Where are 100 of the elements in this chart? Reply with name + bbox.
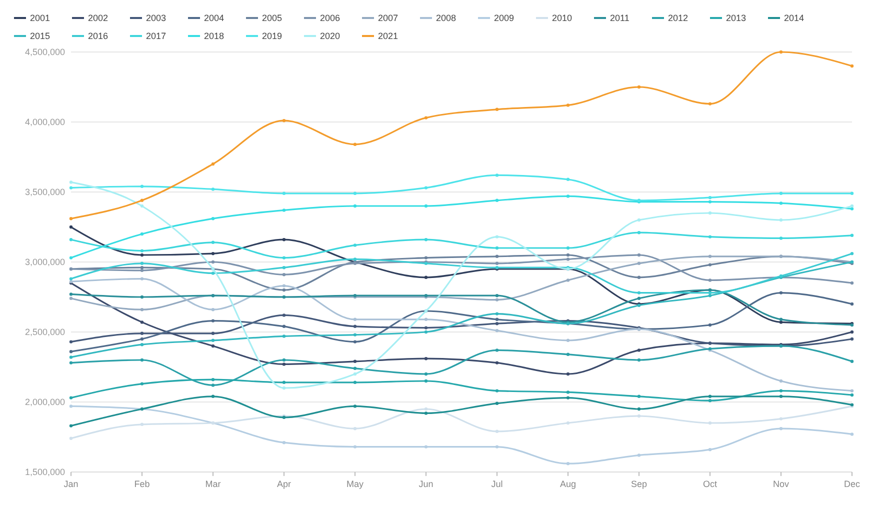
point (566, 396, 570, 400)
point (282, 380, 286, 384)
point (637, 407, 641, 411)
y-tick-label: 1,500,000 (24, 466, 65, 477)
point (69, 340, 73, 344)
point (353, 427, 357, 430)
point (353, 340, 357, 344)
point (69, 296, 73, 300)
point (424, 318, 428, 321)
point (708, 102, 712, 106)
point (495, 254, 499, 258)
point (69, 396, 73, 400)
point (637, 262, 641, 265)
point (779, 236, 783, 240)
point (779, 389, 783, 392)
point (495, 322, 499, 326)
point (566, 253, 570, 257)
x-tick-label: Mar (205, 479, 221, 489)
point (140, 343, 144, 346)
point (140, 249, 144, 252)
point (850, 393, 854, 397)
point (69, 424, 73, 428)
point (140, 198, 144, 202)
x-tick-label: Nov (772, 479, 790, 489)
point (282, 256, 286, 260)
point (424, 186, 428, 190)
legend-label: 2006 (320, 12, 340, 23)
point (211, 332, 215, 335)
point (779, 50, 783, 54)
point (850, 64, 854, 68)
legend-label: 2010 (552, 12, 572, 23)
point (708, 263, 712, 266)
point (708, 254, 712, 258)
point (779, 320, 783, 324)
point (353, 372, 357, 376)
point (637, 253, 641, 257)
point (69, 186, 73, 190)
legend-label: 2004 (204, 12, 224, 23)
point (353, 204, 357, 208)
point (495, 174, 499, 177)
point (69, 277, 73, 280)
point (211, 394, 215, 398)
point (424, 116, 428, 120)
legend-label: 2005 (262, 12, 282, 23)
point (424, 445, 428, 448)
point (282, 386, 286, 390)
point (708, 399, 712, 402)
legend-label: 2018 (204, 30, 224, 41)
point (211, 338, 215, 342)
point (708, 291, 712, 294)
legend-label: 2014 (784, 12, 804, 23)
point (353, 258, 357, 261)
point (140, 382, 144, 386)
point (637, 358, 641, 362)
point (353, 404, 357, 408)
point (211, 252, 215, 256)
point (850, 234, 854, 237)
point (282, 192, 286, 195)
y-tick-label: 3,500,000 (24, 186, 65, 197)
point (69, 292, 73, 296)
point (211, 188, 215, 191)
y-tick-label: 2,000,000 (24, 396, 65, 407)
point (850, 302, 854, 306)
legend-label: 2009 (494, 12, 514, 23)
point (850, 207, 854, 210)
point (69, 180, 73, 184)
point (424, 412, 428, 415)
point (282, 441, 286, 444)
point (495, 402, 499, 405)
point (495, 262, 499, 265)
point (211, 378, 215, 382)
point (282, 288, 286, 292)
point (353, 380, 357, 384)
point (566, 246, 570, 250)
legend-label: 2019 (262, 30, 282, 41)
point (779, 417, 783, 420)
point (850, 389, 854, 392)
point (140, 308, 144, 312)
point (424, 330, 428, 334)
point (566, 352, 570, 356)
point (779, 291, 783, 294)
point (424, 357, 428, 360)
point (637, 218, 641, 222)
point (495, 298, 499, 302)
point (353, 324, 357, 328)
point (495, 108, 499, 111)
y-tick-label: 4,000,000 (24, 116, 65, 127)
point (282, 334, 286, 338)
legend-label: 2017 (146, 30, 166, 41)
point (850, 360, 854, 363)
point (140, 277, 144, 280)
point (708, 448, 712, 452)
legend-label: 2011 (610, 12, 630, 23)
point (779, 379, 783, 383)
point (69, 225, 73, 229)
point (211, 384, 215, 387)
x-tick-label: Sep (630, 479, 648, 489)
point (140, 337, 144, 341)
legend-label: 2007 (378, 12, 398, 23)
point (140, 295, 144, 299)
